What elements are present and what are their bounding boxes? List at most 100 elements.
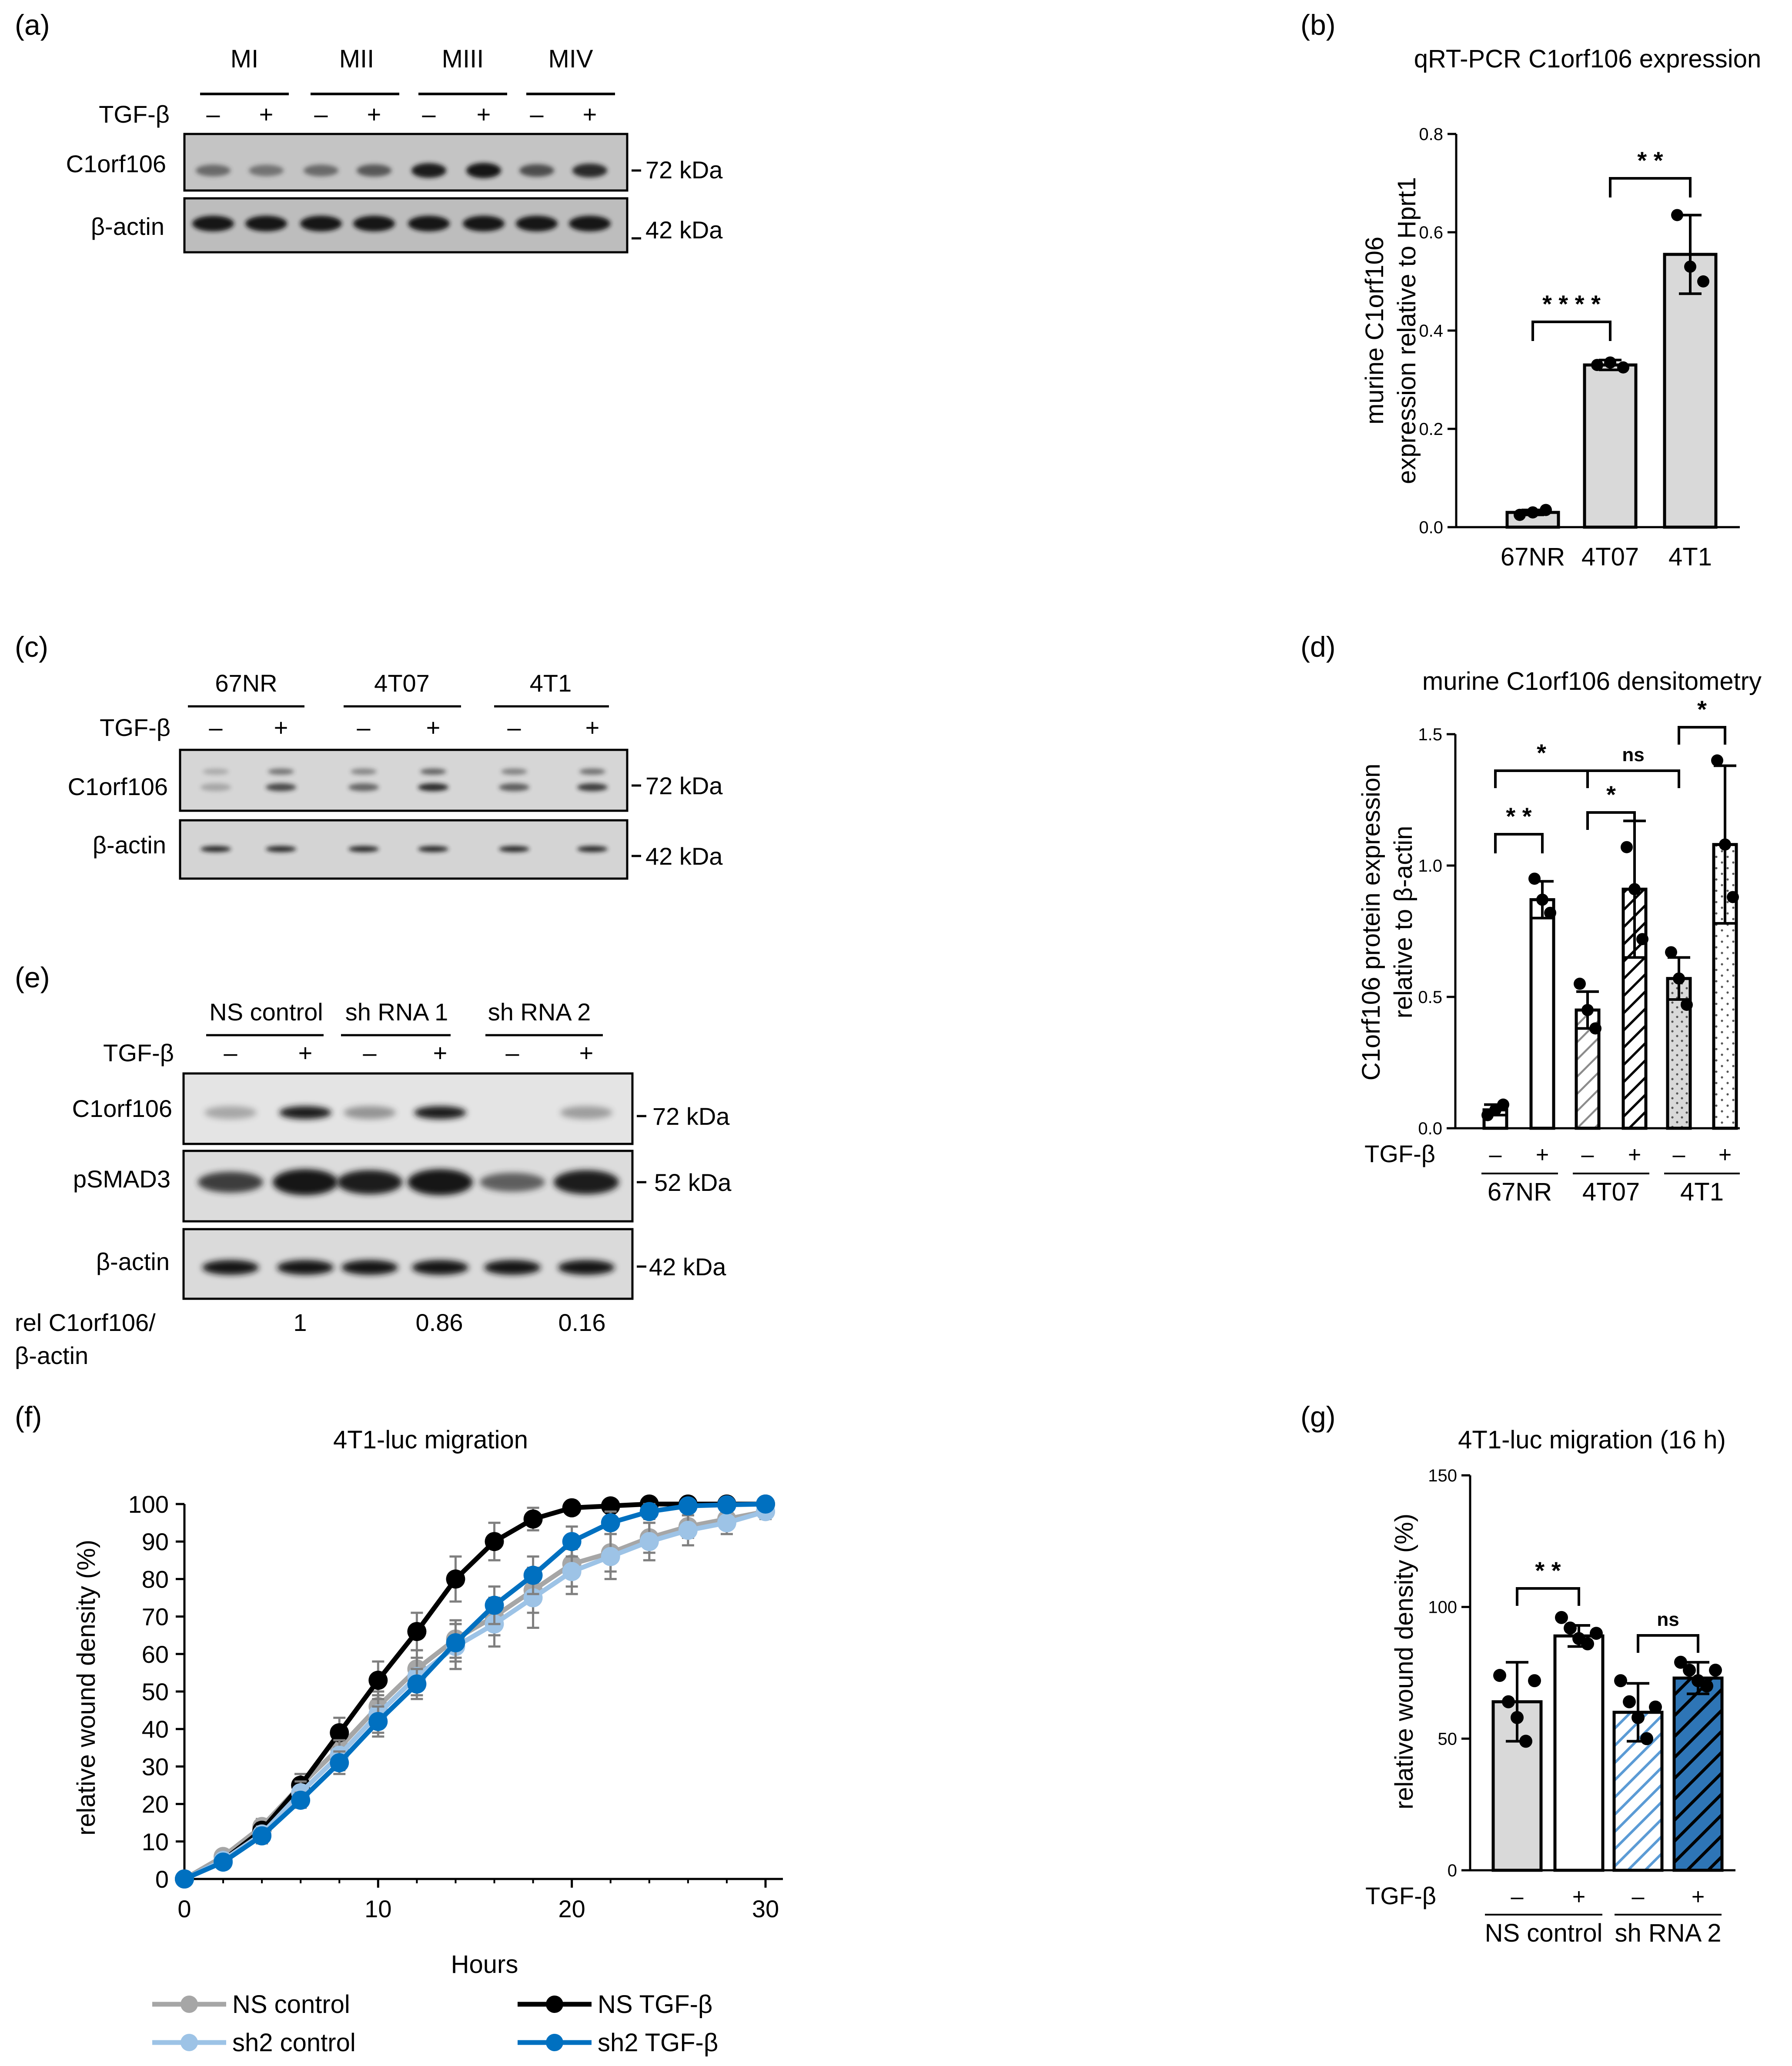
blot-band bbox=[273, 1169, 338, 1195]
blot-band bbox=[577, 846, 608, 852]
blot-band bbox=[201, 846, 231, 852]
series-point bbox=[407, 1674, 427, 1694]
blot-e-group-ns: NS control bbox=[209, 998, 323, 1026]
blot-band bbox=[348, 846, 379, 852]
plus-sign: + bbox=[585, 714, 600, 741]
treatment-sign: – bbox=[1511, 1884, 1524, 1909]
y-tick-label: 0.4 bbox=[1419, 321, 1443, 341]
data-point bbox=[1555, 1611, 1568, 1624]
minus-sign: – bbox=[422, 100, 436, 128]
legend-marker bbox=[181, 1996, 198, 2013]
blot-band bbox=[558, 1260, 615, 1275]
data-point bbox=[1628, 883, 1641, 896]
blot-band bbox=[344, 1106, 396, 1119]
legend-marker bbox=[546, 1996, 563, 2013]
blot-c-marker-42: 42 kDa bbox=[645, 842, 723, 870]
y-tick-label: 60 bbox=[142, 1641, 169, 1668]
blot-c-membrane-actin bbox=[179, 819, 629, 880]
blot-a-marker-42: 42 kDa bbox=[645, 216, 723, 244]
blot-a-row-label-actin: β-actin bbox=[91, 213, 164, 240]
chart-g-treatment-label: TGF-β bbox=[1365, 1882, 1436, 1909]
significance-label: ns bbox=[1657, 1609, 1679, 1630]
blot-a-row-label-c1orf106: C1orf106 bbox=[66, 150, 166, 177]
x-group-label: 4T1 bbox=[1680, 1178, 1724, 1206]
chart-d-title: murine C1orf106 densitometry bbox=[1422, 667, 1762, 695]
y-tick-label: 1.0 bbox=[1418, 856, 1442, 876]
significance-bracket bbox=[1494, 833, 1544, 853]
data-point bbox=[1604, 356, 1616, 369]
blot-e-row-label-psmad3: pSMAD3 bbox=[73, 1165, 171, 1193]
data-point bbox=[1589, 1022, 1601, 1035]
treatment-sign: – bbox=[1673, 1142, 1685, 1167]
bar bbox=[1553, 1634, 1605, 1872]
blot-a-marker-72: 72 kDa bbox=[645, 156, 723, 184]
data-point bbox=[1674, 1655, 1687, 1669]
significance-label: * bbox=[1606, 781, 1616, 808]
panel-label-f: (f) bbox=[15, 1401, 42, 1433]
significance-label: * * bbox=[1506, 802, 1531, 830]
y-tick-label: 150 bbox=[1428, 1466, 1457, 1485]
minus-sign: – bbox=[530, 100, 544, 128]
blot-band bbox=[418, 783, 448, 791]
data-point bbox=[1671, 209, 1683, 221]
blot-band bbox=[249, 164, 284, 177]
blot-band bbox=[408, 216, 450, 231]
blot-e: NS control sh RNA 1 sh RNA 2 TGF-β – + – + –… bbox=[15, 998, 732, 1369]
x-category-label: 4T1 bbox=[1668, 543, 1712, 571]
data-point bbox=[1697, 275, 1709, 288]
blot-band bbox=[569, 216, 611, 231]
plus-sign: + bbox=[433, 1039, 448, 1066]
blot-e-marker-42: 42 kDa bbox=[649, 1253, 726, 1280]
series-point bbox=[485, 1532, 504, 1551]
blot-e-ratio-label-2: β-actin bbox=[15, 1342, 88, 1369]
significance-bracket bbox=[1678, 726, 1726, 745]
series-point bbox=[291, 1790, 311, 1810]
blot-a: MI MII MIII MIV TGF-β – + – + – + – + C1orf106 … bbox=[66, 45, 723, 254]
chart-f-xlabel: Hours bbox=[451, 1950, 518, 1979]
y-tick-label: 1.5 bbox=[1418, 725, 1442, 744]
blot-band bbox=[554, 1170, 619, 1194]
data-point bbox=[1574, 977, 1586, 990]
significance-bracket bbox=[1586, 811, 1636, 830]
blot-e-ratio-sh2: 0.16 bbox=[558, 1309, 606, 1336]
y-tick-label: 20 bbox=[142, 1791, 169, 1818]
significance-bracket bbox=[1516, 1587, 1580, 1606]
series-line bbox=[183, 1501, 766, 1881]
plus-sign: + bbox=[426, 714, 441, 741]
blot-e-group-sh2: sh RNA 2 bbox=[488, 998, 591, 1026]
series-point bbox=[175, 1869, 194, 1889]
chart-b-qrtpcr: qRT-PCR C1orf106 expression murine C1orf… bbox=[1361, 45, 1761, 571]
chart-f-migration-timecourse: 4T1-luc migration relative wound density… bbox=[72, 1426, 783, 2057]
blot-e-marker-52: 52 kDa bbox=[654, 1169, 732, 1196]
blot-e-group-sh1: sh RNA 1 bbox=[345, 998, 448, 1026]
blot-a-group-miii: MIII bbox=[442, 45, 484, 73]
blot-c-group-67nr: 67NR bbox=[215, 669, 277, 697]
minus-sign: – bbox=[224, 1039, 237, 1066]
significance-label: ns bbox=[1622, 744, 1644, 766]
data-point bbox=[1709, 1663, 1722, 1677]
series-point bbox=[601, 1513, 620, 1533]
plus-sign: + bbox=[583, 100, 597, 128]
y-tick-label: 30 bbox=[142, 1753, 169, 1780]
blot-band bbox=[499, 783, 529, 791]
treatment-sign: + bbox=[1628, 1142, 1641, 1167]
panel-label-g: (g) bbox=[1301, 1401, 1336, 1433]
blot-band bbox=[266, 783, 296, 791]
x-category-label: 4T07 bbox=[1581, 543, 1639, 571]
data-point bbox=[1621, 841, 1633, 853]
blot-band bbox=[203, 769, 229, 775]
data-point bbox=[1665, 946, 1677, 959]
treatment-sign: + bbox=[1572, 1884, 1585, 1909]
y-tick-label: 100 bbox=[1428, 1598, 1457, 1617]
plus-sign: + bbox=[259, 100, 274, 128]
blot-c: 67NR 4T07 4T1 TGF-β – + – + – + C1orf106 β-ac… bbox=[68, 669, 723, 880]
chart-b-ylabel-1: murine C1orf106 bbox=[1361, 237, 1389, 425]
significance-label: * bbox=[1697, 695, 1707, 723]
y-tick-label: 0.8 bbox=[1419, 125, 1443, 144]
blot-a-treatment-signs: – + – + – + – + bbox=[206, 100, 597, 128]
panel-label-d: (d) bbox=[1301, 631, 1336, 663]
x-group-label: sh RNA 2 bbox=[1615, 1919, 1722, 1947]
panel-label-a: (a) bbox=[15, 9, 50, 41]
blot-band bbox=[480, 1173, 545, 1192]
treatment-sign: + bbox=[1718, 1142, 1732, 1167]
